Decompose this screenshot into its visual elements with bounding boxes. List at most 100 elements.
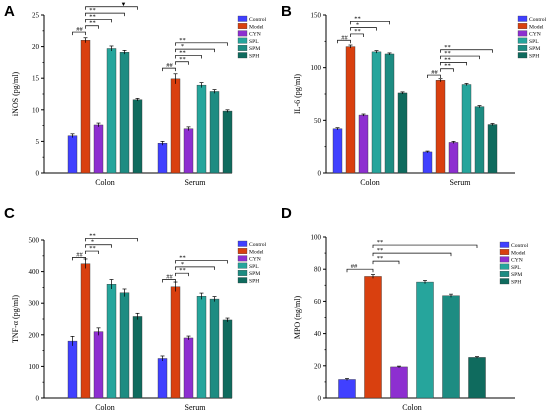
bar-spm-serum (209, 298, 220, 399)
legend-label: Control (249, 242, 267, 248)
legend-swatch-cyn (237, 30, 248, 37)
significance-bracket (85, 6, 138, 10)
y-tick-label: 0 (36, 395, 40, 403)
bar-spl-serum (196, 84, 207, 174)
y-tick-label: 25 (32, 12, 40, 20)
y-axis-label: TNF-α (pg/ml) (11, 295, 20, 343)
y-tick-label: 100 (29, 363, 40, 371)
legend-label: Model (511, 250, 526, 256)
y-tick-label: 500 (29, 237, 40, 245)
significance-label: ## (341, 34, 348, 41)
significance-label: ** (444, 50, 451, 57)
y-tick-label: 60 (314, 298, 322, 306)
bar-model-colon (364, 276, 382, 399)
bar-spm-colon (119, 52, 130, 174)
x-tick-label: Serum (185, 403, 207, 412)
legend-swatch-sph (499, 278, 510, 285)
legend-label: Control (511, 243, 529, 249)
legend-label: Model (249, 24, 264, 30)
legend-label: SPM (249, 46, 260, 52)
significance-label: ** (179, 255, 186, 262)
x-tick-label: Colon (360, 178, 380, 187)
bar-cyn-colon (390, 366, 408, 399)
bar-control-serum (157, 358, 168, 399)
legend-swatch-spm (237, 270, 248, 276)
legend-swatch-sph (237, 52, 248, 59)
legend-swatch-spm (237, 45, 248, 51)
significance-bracket (175, 260, 228, 264)
bar-cyn-colon (93, 331, 104, 399)
legend-label: SPM (529, 46, 540, 52)
y-tick-label: 80 (314, 266, 322, 274)
significance-bracket (440, 55, 480, 60)
y-tick-label: 0 (318, 170, 322, 178)
significance-bracket (350, 27, 377, 31)
significance-label: ** (444, 44, 451, 51)
x-tick-label: Colon (95, 178, 115, 187)
y-tick-label: 50 (314, 117, 322, 125)
significance-bracket (175, 272, 189, 277)
legend-label: SPL (529, 39, 539, 45)
significance-bracket (72, 31, 86, 36)
significance-bracket (427, 74, 441, 79)
y-tick-label: 20 (314, 362, 322, 370)
legend-swatch-control (499, 241, 510, 248)
significance-label: * (181, 261, 184, 268)
significance-bracket (337, 39, 351, 44)
legend-label: SPM (511, 272, 522, 278)
bar-spl-colon (106, 284, 117, 399)
significance-label: ** (179, 56, 186, 63)
bar-sph-colon (132, 99, 143, 174)
significance-label: * (91, 239, 94, 246)
legend-swatch-model (499, 249, 510, 255)
bar-model-serum (435, 80, 446, 174)
bar-model-colon (345, 46, 356, 174)
bar-sph-colon (397, 92, 408, 174)
bar-spl-serum (461, 84, 472, 174)
y-tick-label: 5 (36, 138, 40, 146)
panel-letter: C (4, 205, 15, 222)
significance-label: ** (444, 63, 451, 70)
legend-swatch-cyn (499, 256, 510, 263)
x-tick-label: Serum (185, 178, 207, 187)
legend-label: SPL (249, 39, 259, 45)
significance-label: ** (179, 267, 186, 274)
y-tick-label: 0 (36, 170, 40, 178)
bar-control-serum (157, 143, 168, 174)
panel-c: C 0 100 200 300 400 500 TNF-α (pg/ml) Colon Serum… (4, 205, 267, 412)
legend-swatch-spl (499, 263, 510, 270)
significance-bracket (440, 62, 467, 66)
bar-sph-colon (468, 357, 486, 399)
significance-bracket (350, 20, 390, 25)
significance-bracket (175, 61, 189, 65)
y-tick-label: 200 (29, 331, 40, 339)
significance-label: ## (76, 26, 83, 33)
significance-bracket (346, 268, 374, 273)
bar-control-colon (332, 128, 343, 174)
significance-bracket (175, 48, 215, 53)
legend-label: SPH (249, 279, 259, 285)
legend-label: SPL (511, 265, 521, 271)
significance-bracket (350, 33, 364, 37)
panel-letter: B (281, 3, 292, 20)
significance-label: ** (89, 232, 96, 239)
significance-bracket (372, 244, 478, 249)
y-axis-label: MPO (ng/ml) (293, 296, 302, 340)
bar-control-colon (338, 379, 356, 399)
legend-label: Model (249, 249, 264, 255)
significance-bracket (175, 55, 202, 59)
significance-label: ** (179, 49, 186, 56)
legend-label: CYN (249, 257, 261, 263)
significance-label: ▼ (121, 2, 127, 8)
significance-bracket (440, 68, 454, 72)
legend-swatch-control (517, 15, 528, 22)
panel-letter: A (4, 3, 15, 20)
legend-swatch-spm (499, 271, 510, 277)
legend-label: CYN (511, 258, 523, 264)
legend-swatch-control (237, 240, 248, 247)
bar-control-colon (67, 340, 78, 399)
